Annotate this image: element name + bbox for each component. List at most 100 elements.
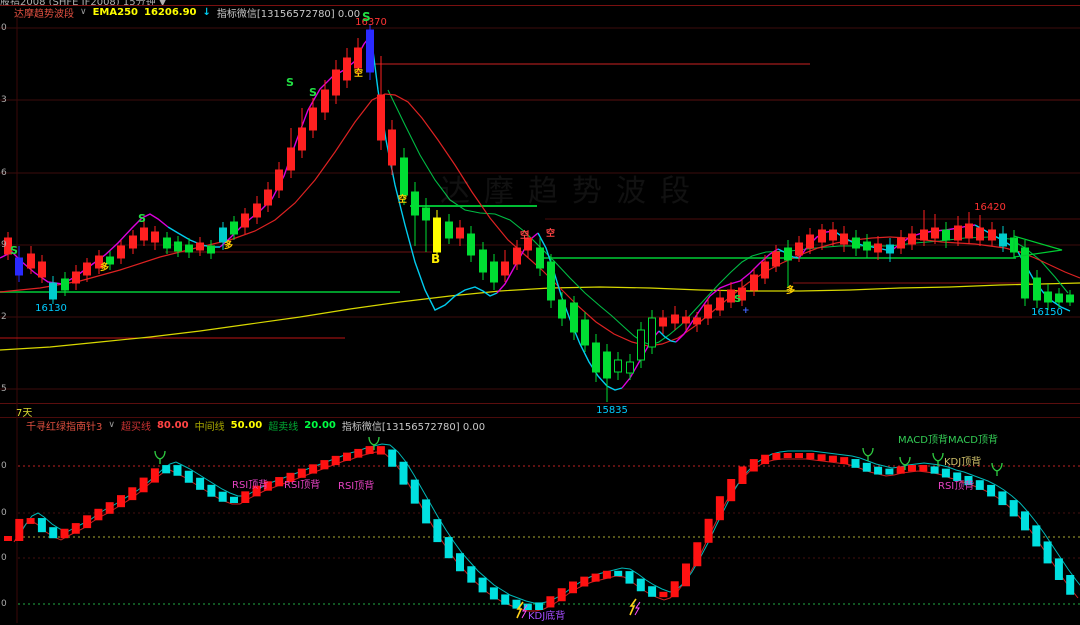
oscillator-block [309, 464, 318, 474]
sprout-signal-icon [932, 452, 944, 466]
candle-body [614, 359, 622, 373]
oscillator-block [919, 465, 928, 472]
candle-body [433, 217, 441, 253]
oscillator-block [648, 586, 657, 597]
fast-trend-line [658, 330, 677, 343]
candle-body [999, 233, 1007, 247]
oscillator-block [783, 453, 792, 458]
window-title-text: 股指2008 (SHFE IF2008) 15分钟 ▼ [0, 0, 420, 5]
candle-body [4, 237, 12, 255]
oscillator-block [862, 462, 871, 472]
candle-body [1044, 291, 1052, 303]
candle-body [422, 207, 430, 221]
oscillator-block [964, 475, 973, 486]
wechat-contact-note: 指标微信[13156572780] 0.00 [217, 5, 360, 20]
candle-body [976, 227, 984, 241]
candle-body [716, 297, 724, 311]
candle-body [275, 169, 283, 191]
candle-body [648, 317, 656, 348]
lightning-signal-icon [629, 598, 637, 616]
candle-body [784, 247, 792, 261]
sprout-signal-icon [899, 456, 911, 470]
oscillator-block [840, 457, 849, 465]
header-separator [0, 5, 1080, 6]
oscillator-block [71, 523, 80, 534]
candle-body [377, 94, 385, 141]
ema250-label: EMA250 [92, 6, 138, 18]
oscillator-block [184, 470, 193, 483]
oscillator-block [207, 484, 216, 497]
oscillator-block [512, 599, 521, 609]
oscillator-block [749, 459, 758, 472]
candle-body [524, 237, 532, 251]
candle-body [908, 233, 916, 245]
candle-body [196, 242, 204, 251]
candle-body [388, 129, 396, 166]
oscillator-block [150, 468, 159, 483]
oscillator-block [162, 465, 171, 474]
oscillator-block [444, 537, 453, 559]
oscillator-block [851, 459, 860, 468]
oscillator-block [139, 477, 148, 493]
candle-body [106, 256, 114, 265]
candle-body [761, 261, 769, 279]
candle-body [343, 57, 351, 81]
chevron-down-icon[interactable]: ∨ [108, 420, 115, 430]
oscillator-block [1066, 574, 1075, 595]
oscillator-block [275, 477, 284, 487]
sprout-signal-icon [154, 450, 166, 464]
oscillator-block [817, 454, 826, 461]
candle-body [626, 361, 634, 374]
main-indicator-name[interactable]: 达摩趋势波段 [14, 8, 74, 20]
candle-body [400, 157, 408, 196]
oscillator-block [602, 570, 611, 579]
oscillator-block [331, 455, 340, 466]
candle-body [61, 278, 69, 291]
ema250-value: 16206.90 [144, 6, 197, 18]
candle-body [456, 227, 464, 239]
candle-body [536, 247, 544, 269]
candle-body [581, 319, 589, 346]
lightning-signal-icon [516, 601, 524, 619]
oscillator-block [478, 577, 487, 593]
oscillator-block [49, 527, 58, 539]
oscillator-teal-signal-line [19, 443, 1080, 604]
oscillator-block [998, 491, 1007, 506]
candle-body [637, 329, 645, 361]
mid-line-value: 50.00 [230, 419, 263, 431]
ema-down-arrow-icon: ↓ [202, 6, 211, 18]
chevron-down-icon[interactable]: ∨ [80, 7, 87, 17]
oscillator-block [535, 602, 544, 610]
candle-body [558, 299, 566, 319]
oscillator-block [727, 479, 736, 502]
oscillator-indicator-name[interactable]: 千寻红绿指南针3 [26, 421, 103, 433]
candle-body [795, 242, 803, 256]
oscillator-block [117, 495, 125, 508]
candle-body [704, 304, 712, 319]
ma-red-line [0, 93, 1080, 347]
candle-body [547, 261, 555, 301]
candle-body [479, 249, 487, 273]
oscillator-block [196, 477, 205, 490]
oscillator-block [433, 519, 442, 543]
candle-body [1033, 277, 1041, 301]
candle-body [298, 127, 306, 151]
oscillator-block [241, 491, 250, 503]
oscillator-block [60, 528, 69, 539]
subpanel-separator [0, 417, 1080, 418]
fast-trend-line [798, 230, 835, 259]
oscillator-block [806, 453, 815, 460]
candle-body [1055, 293, 1063, 303]
oscillator-block [388, 449, 397, 467]
candle-body [241, 213, 249, 228]
candle-body [988, 229, 996, 241]
lightning-signal-icon [634, 601, 641, 616]
oscillator-block [636, 578, 645, 592]
oscillator-block [456, 553, 464, 572]
oscillator-block [26, 518, 35, 524]
candle-body [490, 261, 498, 283]
oscillator-block [410, 479, 419, 504]
candle-body [863, 241, 871, 251]
candle-body [931, 227, 939, 239]
